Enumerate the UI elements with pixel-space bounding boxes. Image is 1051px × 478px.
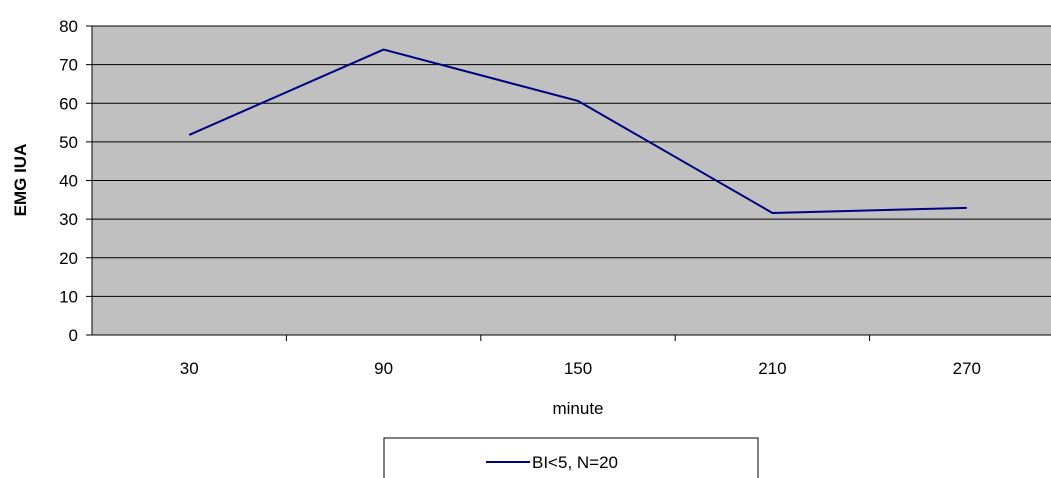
x-tick-label: 90 <box>374 359 393 378</box>
x-axis-title: minute <box>552 399 603 418</box>
y-tick-label: 70 <box>59 56 78 75</box>
legend-box <box>383 437 759 478</box>
y-tick-label: 0 <box>69 326 78 345</box>
y-tick-label: 40 <box>59 172 78 191</box>
x-tick-label: 210 <box>758 359 786 378</box>
series-layer <box>188 48 967 214</box>
legend-label: BI<5, N=20 <box>532 453 618 472</box>
y-axis-ticks: 0 10 20 30 40 50 60 70 80 <box>59 17 92 345</box>
y-axis-title: EMG IUA <box>11 144 30 217</box>
y-tick-label: 10 <box>59 287 78 306</box>
x-axis-ticks: 30 90 150 210 270 <box>180 335 981 378</box>
legend: BI<5, N=20 <box>383 437 759 478</box>
y-tick-label: 50 <box>59 133 78 152</box>
y-tick-label: 20 <box>59 249 78 268</box>
x-tick-label: 30 <box>180 359 199 378</box>
y-tick-label: 80 <box>59 17 78 36</box>
x-tick-label: 270 <box>953 359 981 378</box>
y-tick-label: 60 <box>59 94 78 113</box>
grid-lines <box>92 25 1051 297</box>
y-tick-label: 30 <box>59 210 78 229</box>
x-tick-label: 150 <box>564 359 592 378</box>
series-line <box>188 48 967 214</box>
